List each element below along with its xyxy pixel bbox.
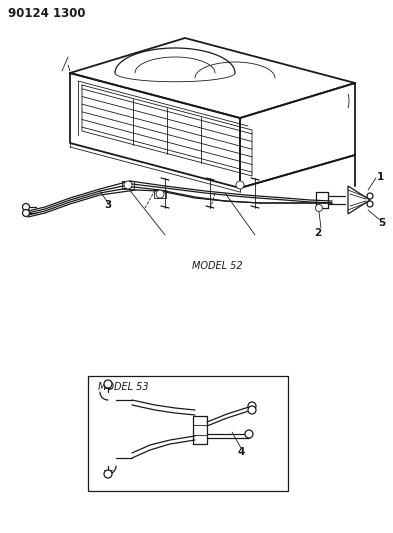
Bar xyxy=(88,376,288,491)
Text: MODEL 52: MODEL 52 xyxy=(192,261,242,271)
Circle shape xyxy=(367,193,373,199)
Text: 2: 2 xyxy=(314,228,321,238)
Circle shape xyxy=(248,402,256,410)
Text: 5: 5 xyxy=(378,218,385,228)
Circle shape xyxy=(248,406,256,414)
Circle shape xyxy=(316,205,323,212)
Text: 1: 1 xyxy=(377,172,384,182)
Circle shape xyxy=(22,204,29,211)
Circle shape xyxy=(104,380,112,388)
Circle shape xyxy=(367,201,373,207)
Circle shape xyxy=(104,470,112,478)
Circle shape xyxy=(156,190,164,198)
Text: 3: 3 xyxy=(104,200,111,210)
Text: MODEL 53: MODEL 53 xyxy=(98,382,149,392)
Circle shape xyxy=(236,181,244,189)
Circle shape xyxy=(124,181,132,189)
Circle shape xyxy=(22,209,29,216)
Text: 4: 4 xyxy=(237,447,244,457)
Text: 90124 1300: 90124 1300 xyxy=(8,7,86,20)
Circle shape xyxy=(245,430,253,438)
